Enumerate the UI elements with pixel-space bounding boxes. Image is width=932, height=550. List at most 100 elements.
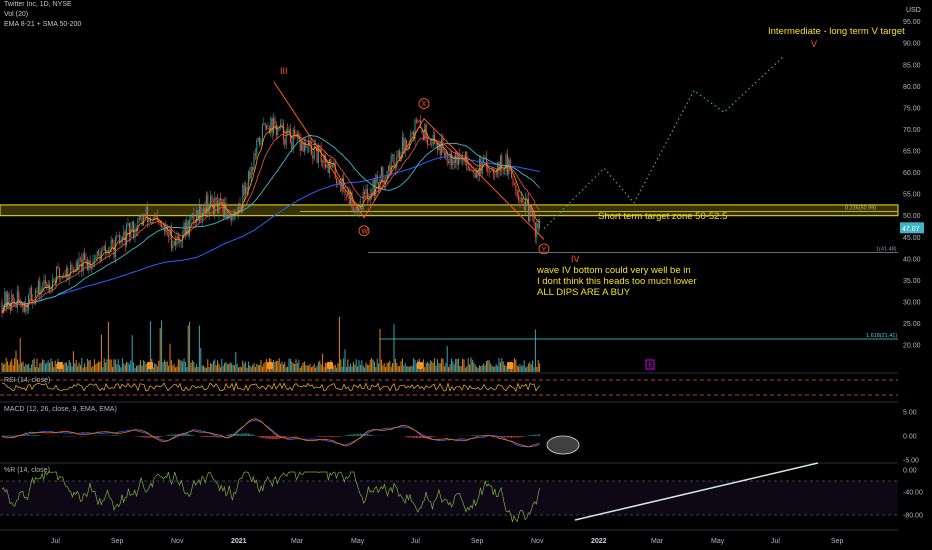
- macd-bar: [112, 435, 114, 436]
- volume-bar: [50, 358, 52, 372]
- volume-bar: [383, 362, 385, 372]
- symbol-title[interactable]: Twitter Inc, 1D, NYSE: [4, 1, 72, 8]
- volume-bar: [526, 366, 528, 372]
- macd-bar: [516, 436, 518, 438]
- macd-bar: [326, 436, 328, 437]
- volume-bar: [406, 366, 408, 372]
- volume-bar: [35, 367, 37, 372]
- volume-bar: [155, 364, 157, 372]
- volume-bar: [340, 359, 342, 372]
- volume-bar: [519, 364, 521, 372]
- macd-bar: [166, 435, 168, 436]
- candle-body: [65, 268, 67, 277]
- price-axis-label: 95.00: [903, 19, 921, 26]
- volume-bar: [334, 364, 336, 372]
- candle-body: [37, 280, 39, 293]
- volume-bar: [259, 365, 261, 372]
- volume-bar: [378, 363, 380, 372]
- volume-bar: [222, 365, 224, 372]
- macd-bar: [186, 433, 188, 436]
- candle-body: [488, 171, 490, 173]
- volume-bar: [532, 360, 534, 372]
- candle-body: [36, 290, 38, 293]
- volume-bar: [197, 366, 199, 372]
- volume-bar: [393, 324, 395, 372]
- macd-bar: [249, 433, 251, 436]
- volume-bar: [281, 361, 283, 372]
- candle-body: [504, 170, 506, 171]
- volume-bar: [404, 363, 406, 372]
- candle-body: [138, 215, 140, 222]
- volume-bar: [61, 366, 63, 372]
- volume-bar: [141, 365, 143, 372]
- volume-bar: [72, 351, 74, 372]
- macd-bar: [268, 436, 270, 439]
- candle-body: [152, 217, 154, 224]
- candle-body: [95, 257, 97, 260]
- volume-bar: [484, 365, 486, 372]
- volume-bar: [448, 366, 450, 372]
- volume-bar: [410, 365, 412, 372]
- wave-x-label: X: [422, 101, 427, 108]
- wr-band: [0, 481, 898, 515]
- macd-bar: [372, 435, 374, 436]
- volume-bar: [501, 358, 503, 372]
- candle-body: [365, 188, 367, 194]
- volume-bar: [78, 362, 80, 372]
- macd-bar: [231, 433, 233, 436]
- wr-legend[interactable]: %R (14, close): [4, 467, 50, 474]
- x-axis-label: Mar: [291, 538, 304, 545]
- candle-body: [205, 195, 207, 214]
- volume-bar: [11, 359, 13, 372]
- volume-bar: [89, 360, 91, 372]
- macd-bar: [169, 434, 171, 436]
- volume-bar: [369, 359, 371, 372]
- candle-body: [292, 129, 294, 150]
- vol-legend[interactable]: Vol (20): [4, 11, 29, 18]
- volume-bar: [450, 358, 452, 372]
- candle-body: [70, 264, 72, 275]
- rsi-legend[interactable]: RSI (14, close): [4, 377, 51, 384]
- volume-bar: [107, 321, 109, 372]
- volume-bar: [170, 360, 172, 372]
- target-zone-box: [0, 204, 899, 217]
- candle-body: [366, 188, 368, 199]
- ema-legend[interactable]: EMA 8-21 + SMA 50-200: [4, 21, 82, 28]
- macd-legend[interactable]: MACD (12, 26, close, 9, EMA, EMA): [4, 406, 117, 413]
- candle-body: [7, 293, 9, 308]
- wr-line: [1, 471, 540, 523]
- volume-bar: [301, 365, 303, 372]
- candle-body: [233, 212, 235, 214]
- candle-body: [82, 253, 84, 272]
- volume-bar: [37, 367, 39, 372]
- volume-bar: [322, 353, 324, 372]
- volume-bar: [467, 358, 469, 372]
- volume-bar: [65, 362, 67, 372]
- macd-bar: [120, 435, 122, 436]
- volume-bar: [21, 362, 23, 372]
- candle-body: [263, 123, 265, 125]
- candle-body: [168, 235, 170, 237]
- macd-bar: [410, 436, 412, 438]
- candle-body: [499, 155, 501, 172]
- candle-body: [522, 197, 524, 203]
- volume-bar: [487, 360, 489, 372]
- volume-bar: [449, 364, 451, 372]
- macd-bar: [330, 436, 332, 437]
- volume-bar: [30, 364, 32, 372]
- candle-body: [453, 160, 455, 163]
- macd-bar: [413, 436, 415, 439]
- price-axis-label: 75.00: [903, 105, 921, 112]
- candle-body: [390, 155, 392, 171]
- volume-bar: [354, 364, 356, 372]
- volume-bar: [386, 363, 388, 372]
- candle-body: [229, 217, 231, 219]
- price-axis-label: 20.00: [903, 343, 921, 350]
- candle-body: [327, 164, 329, 173]
- volume-bar: [357, 366, 359, 372]
- macd-bar: [431, 436, 433, 438]
- candle-body: [288, 128, 290, 131]
- volume-bar: [309, 363, 311, 372]
- candle-body: [33, 303, 35, 304]
- candle-body: [494, 173, 496, 175]
